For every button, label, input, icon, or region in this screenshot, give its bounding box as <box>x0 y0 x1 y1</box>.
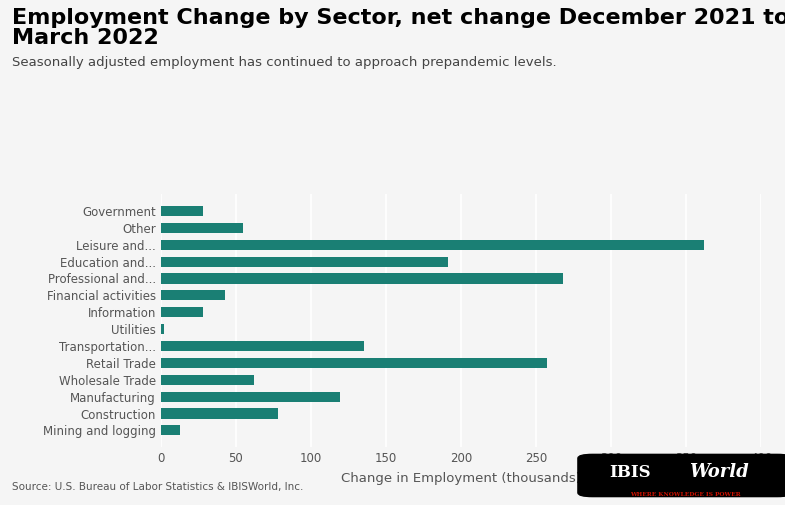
Text: Employment Change by Sector, net change December 2021 to: Employment Change by Sector, net change … <box>12 8 785 28</box>
Text: IBIS: IBIS <box>609 464 651 481</box>
Bar <box>161 273 564 283</box>
Bar <box>161 391 340 401</box>
Bar <box>161 257 447 267</box>
Text: Seasonally adjusted employment has continued to approach prepandemic levels.: Seasonally adjusted employment has conti… <box>12 56 557 69</box>
Bar <box>161 307 203 317</box>
Text: World: World <box>688 463 748 481</box>
Bar <box>161 375 254 385</box>
Text: WHERE KNOWLEDGE IS POWER: WHERE KNOWLEDGE IS POWER <box>630 492 740 497</box>
Bar <box>161 223 243 233</box>
Text: Source: U.S. Bureau of Labor Statistics & IBISWorld, Inc.: Source: U.S. Bureau of Labor Statistics … <box>12 482 303 492</box>
Bar <box>161 358 547 368</box>
Bar <box>161 240 704 250</box>
Bar <box>161 324 164 334</box>
Bar <box>161 341 363 351</box>
Bar <box>161 409 278 419</box>
Bar <box>161 425 181 435</box>
X-axis label: Change in Employment (thousands): Change in Employment (thousands) <box>341 472 581 485</box>
Text: March 2022: March 2022 <box>12 28 159 48</box>
FancyBboxPatch shape <box>578 454 785 496</box>
Bar <box>161 290 225 300</box>
Bar <box>161 206 203 216</box>
